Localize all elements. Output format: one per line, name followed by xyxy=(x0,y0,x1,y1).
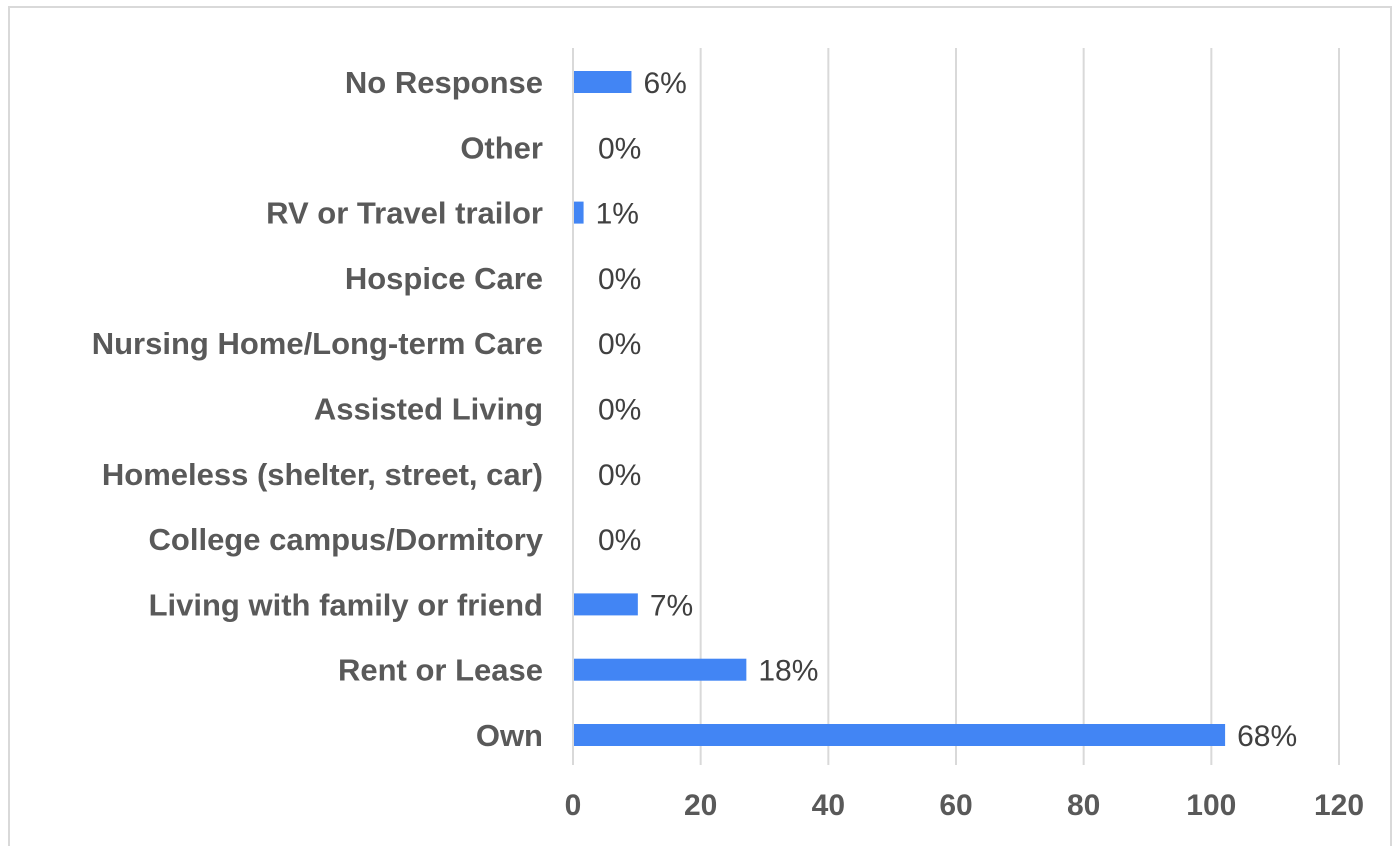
x-tick-label: 100 xyxy=(1186,789,1236,822)
category-label: Living with family or friend xyxy=(149,587,543,622)
data-label: 1% xyxy=(596,198,639,231)
data-labels: 6%0%1%0%0%0%0%0%7%18%68% xyxy=(596,67,1298,753)
gridlines xyxy=(572,48,1340,765)
bars xyxy=(574,71,1226,746)
category-label: College campus/Dormitory xyxy=(149,522,544,557)
category-label: Other xyxy=(460,130,543,165)
x-tick-label: 80 xyxy=(1067,789,1100,822)
x-tick-label: 40 xyxy=(812,789,845,822)
bar xyxy=(574,658,747,681)
x-tick-label: 20 xyxy=(684,789,717,822)
category-label: RV or Travel trailor xyxy=(266,196,543,231)
data-label: 0% xyxy=(598,263,641,296)
category-labels: No Response Other RV or Travel trailor Hosp… xyxy=(92,65,544,753)
data-label: 6% xyxy=(643,67,686,100)
data-label: 0% xyxy=(598,328,641,361)
data-label: 0% xyxy=(598,394,641,427)
category-label: Nursing Home/Long-term Care xyxy=(92,326,543,361)
data-label: 68% xyxy=(1237,720,1297,753)
category-label: Assisted Living xyxy=(314,392,543,427)
x-tick-label: 0 xyxy=(565,789,582,822)
x-axis-ticks: 0 20 40 60 80 100 120 xyxy=(565,789,1364,822)
bar xyxy=(574,724,1226,746)
category-label: No Response xyxy=(345,65,543,100)
category-label: Own xyxy=(476,718,543,753)
bar xyxy=(574,201,584,224)
category-label: Hospice Care xyxy=(345,261,543,296)
bar xyxy=(574,71,632,93)
data-label: 7% xyxy=(650,589,693,622)
data-label: 18% xyxy=(758,655,818,688)
x-tick-label: 60 xyxy=(939,789,972,822)
data-label: 0% xyxy=(598,524,641,557)
x-tick-label: 120 xyxy=(1314,789,1364,822)
category-label: Rent or Lease xyxy=(338,653,543,688)
bar xyxy=(574,593,638,616)
data-label: 0% xyxy=(598,459,641,492)
data-label: 0% xyxy=(598,132,641,165)
category-label: Homeless (shelter, street, car) xyxy=(102,457,543,492)
